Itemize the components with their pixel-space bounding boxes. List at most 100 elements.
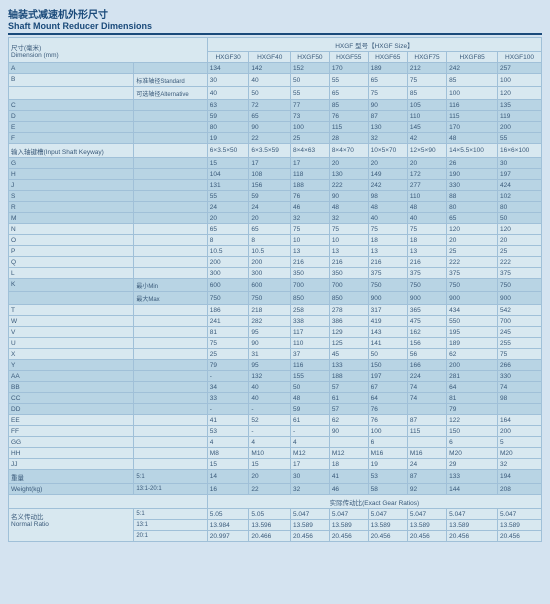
row-label: F — [9, 133, 134, 144]
cell: 29 — [447, 459, 498, 470]
row-label: CC — [9, 393, 134, 404]
cell: 90 — [249, 338, 291, 349]
cell: 212 — [407, 63, 446, 74]
table-row: Y7995116133150166200266 — [9, 360, 542, 371]
cell: 73 — [291, 111, 330, 122]
table-row: G1517172020202630 — [9, 158, 542, 169]
cell: 120 — [498, 87, 542, 100]
cell: 87 — [407, 470, 446, 484]
cell: 152 — [291, 63, 330, 74]
cell: 25 — [498, 246, 542, 257]
row-label: U — [9, 338, 134, 349]
cell: 216 — [291, 257, 330, 268]
cell: 75 — [368, 224, 407, 235]
cell: 15 — [249, 459, 291, 470]
cell: 53 — [207, 426, 249, 437]
cell: 13.589 — [407, 520, 446, 531]
cell: 75 — [498, 349, 542, 360]
cell: 8×4×63 — [291, 144, 330, 158]
cell: 188 — [329, 371, 368, 382]
cell: 25 — [207, 349, 249, 360]
row-sublabel: 最大Max — [134, 292, 207, 305]
cell: 32 — [291, 213, 330, 224]
dim-label-en: Dimension (mm) — [11, 52, 59, 59]
table-row: X2531374550566275 — [9, 349, 542, 360]
cell: 40 — [407, 213, 446, 224]
cell: 20.997 — [207, 531, 249, 542]
cell: 20 — [447, 235, 498, 246]
cell: 40 — [249, 74, 291, 87]
cell: 88 — [447, 191, 498, 202]
cell: 55 — [291, 87, 330, 100]
ratio-label: 5:1 — [134, 509, 207, 520]
cell: 59 — [249, 191, 291, 202]
cell: 222 — [498, 257, 542, 268]
cell: 100 — [498, 74, 542, 87]
cell: 132 — [249, 371, 291, 382]
cell: 150 — [368, 360, 407, 371]
cell: 900 — [407, 292, 446, 305]
cell: 20 — [249, 213, 291, 224]
cell: 116 — [291, 360, 330, 371]
cell: 65 — [249, 224, 291, 235]
row-sublabel: 5:1 — [134, 470, 207, 484]
table-row: DD--59577679 — [9, 404, 542, 415]
row-label: E — [9, 122, 134, 133]
cell: 12×5×90 — [407, 144, 446, 158]
cell: 4 — [249, 437, 291, 448]
cell: 170 — [447, 122, 498, 133]
cell: 104 — [207, 169, 249, 180]
table-row: Weight(kg)13:1-20:1162232465892144208 — [9, 484, 542, 495]
row-label: Weight(kg) — [9, 484, 134, 495]
cell: 19 — [368, 459, 407, 470]
cell: 141 — [368, 338, 407, 349]
cell: 85 — [407, 87, 446, 100]
cell: 48 — [447, 133, 498, 144]
cell: 317 — [368, 305, 407, 316]
cell: 10 — [291, 235, 330, 246]
cell: 8 — [207, 235, 249, 246]
cell: 5.047 — [291, 509, 330, 520]
cell: 424 — [498, 180, 542, 191]
row-sublabel — [134, 459, 207, 470]
cell: 222 — [329, 180, 368, 191]
ratio-header-row: 实际传动比(Exact Gear Ratios) — [9, 495, 542, 509]
cell: 750 — [207, 292, 249, 305]
col-header: HXGF40 — [249, 52, 291, 63]
row-sublabel: 可选轴径Alternative — [134, 87, 207, 100]
dim-label-cn: 尺寸(毫米) — [11, 45, 41, 52]
row-sublabel — [134, 305, 207, 316]
cell: 48 — [368, 202, 407, 213]
cell: 350 — [291, 268, 330, 279]
col-header: HXGF50 — [291, 52, 330, 63]
cell: 110 — [407, 191, 446, 202]
cell: 130 — [368, 122, 407, 133]
cell: 57 — [329, 404, 368, 415]
cell: 4 — [207, 437, 249, 448]
ratio-label: 13:1 — [134, 520, 207, 531]
cell: 330 — [498, 371, 542, 382]
cell: 62 — [447, 349, 498, 360]
cell: 19 — [207, 133, 249, 144]
cell: 170 — [329, 63, 368, 74]
cell: 20.456 — [291, 531, 330, 542]
cell: 20 — [368, 158, 407, 169]
cell: - — [249, 426, 291, 437]
cell: 365 — [407, 305, 446, 316]
cell: 76 — [368, 415, 407, 426]
table-row: 可选轴径Alternative405055657585100120 — [9, 87, 542, 100]
cell: 130 — [329, 169, 368, 180]
cell: 13.589 — [291, 520, 330, 531]
row-sublabel — [134, 268, 207, 279]
cell: 118 — [291, 169, 330, 180]
cell: 155 — [291, 371, 330, 382]
cell: 20.456 — [498, 531, 542, 542]
cell: M16 — [368, 448, 407, 459]
cell: 80 — [447, 202, 498, 213]
table-row: HHM8M10M12M12M16M16M20M20 — [9, 448, 542, 459]
cell: 65 — [368, 74, 407, 87]
row-label: R — [9, 202, 134, 213]
cell: 76 — [329, 111, 368, 122]
cell: 45 — [329, 349, 368, 360]
cell: 14×5.5×100 — [447, 144, 498, 158]
